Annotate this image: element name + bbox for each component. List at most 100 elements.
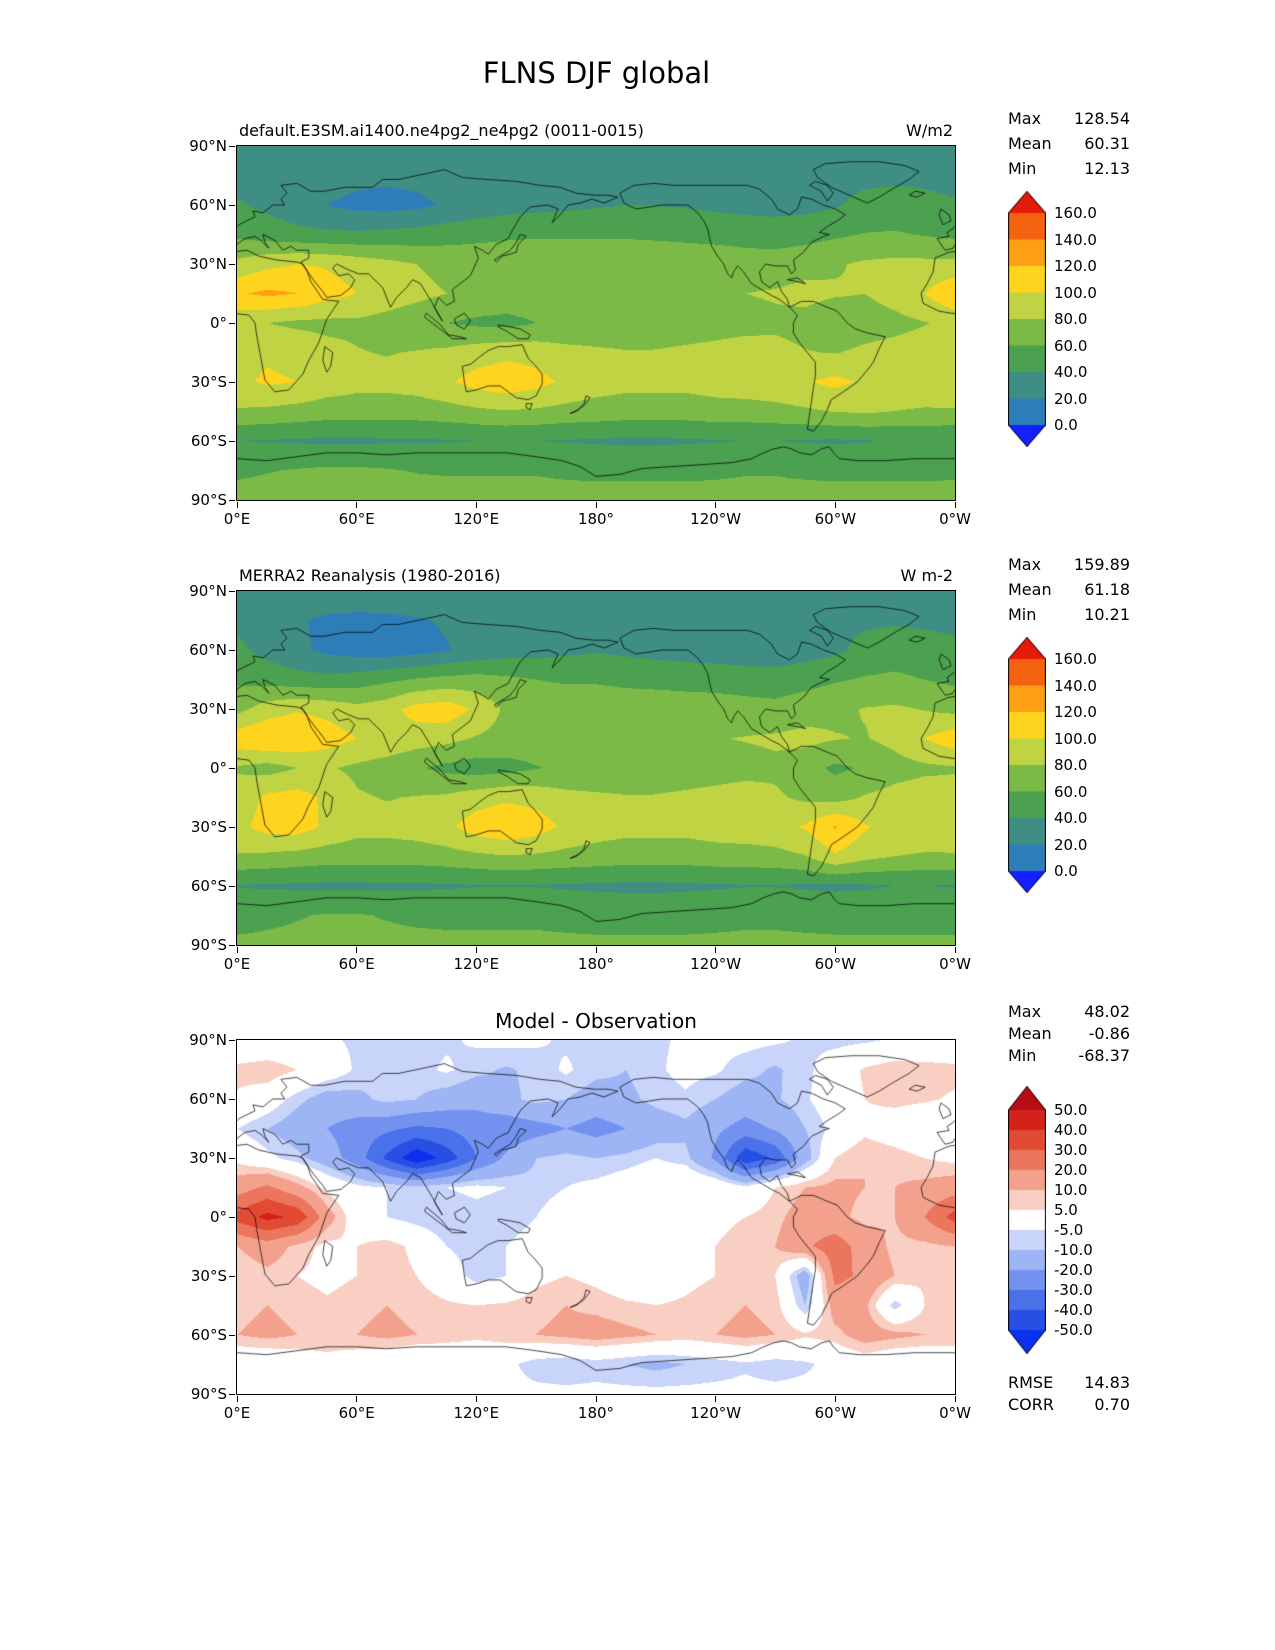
stat-label-max: Max bbox=[1008, 555, 1042, 574]
colorbar-canvas bbox=[1008, 637, 1046, 893]
y-tick-label: 90°S bbox=[190, 1385, 227, 1403]
x-tick-mark bbox=[595, 1396, 597, 1402]
panel-title-obs: MERRA2 Reanalysis (1980-2016) bbox=[239, 566, 501, 585]
y-tick-mark bbox=[229, 263, 235, 265]
y-tick-mark bbox=[229, 767, 235, 769]
y-tick-label: 90°N bbox=[189, 137, 227, 155]
x-tick-label: 180° bbox=[577, 1404, 615, 1422]
x-tick-mark bbox=[834, 947, 836, 953]
stat-value-min: 10.21 bbox=[1084, 605, 1130, 624]
colorbar-tick-label: 10.0 bbox=[1054, 1181, 1088, 1199]
y-tick-label: 60°N bbox=[189, 196, 227, 214]
stat-value-max: 48.02 bbox=[1084, 1002, 1130, 1021]
y-tick-label: 90°N bbox=[189, 1031, 227, 1049]
x-tick-label: 0°E bbox=[223, 955, 251, 973]
stat-value-rmse: 14.83 bbox=[1084, 1373, 1130, 1392]
colorbar-tick-label: 50.0 bbox=[1054, 1101, 1088, 1119]
colorbar-tick-label: 160.0 bbox=[1054, 204, 1097, 222]
x-tick-mark bbox=[715, 947, 717, 953]
y-tick-label: 30°N bbox=[189, 1149, 227, 1167]
stat-value-min: 12.13 bbox=[1084, 159, 1130, 178]
colorbar-tick-label: 80.0 bbox=[1054, 310, 1088, 328]
stat-value-min: -68.37 bbox=[1078, 1046, 1130, 1065]
colorbar-tick-label: 120.0 bbox=[1054, 703, 1097, 721]
stats-block-obs: Max 159.89 Mean 61.18 Min 10.21 bbox=[1008, 552, 1130, 627]
y-tick-mark bbox=[229, 1334, 235, 1336]
map-frame-model bbox=[236, 145, 956, 501]
x-tick-label: 60°E bbox=[338, 510, 375, 528]
colorbar-canvas bbox=[1008, 191, 1046, 447]
x-tick-mark bbox=[475, 502, 477, 508]
stat-label-mean: Mean bbox=[1008, 134, 1052, 153]
y-tick-label: 30°S bbox=[190, 373, 227, 391]
colorbar-tick-label: -30.0 bbox=[1054, 1281, 1093, 1299]
y-tick-mark bbox=[229, 1039, 235, 1041]
x-tick-mark bbox=[954, 1396, 956, 1402]
x-tick-mark bbox=[715, 502, 717, 508]
x-tick-label: 120°E bbox=[453, 510, 500, 528]
y-tick-mark bbox=[229, 1216, 235, 1218]
colorbar-tick-label: 20.0 bbox=[1054, 835, 1088, 854]
y-tick-mark bbox=[229, 322, 235, 324]
colorbar-tick-label: 60.0 bbox=[1054, 336, 1088, 355]
x-tick-label: 180° bbox=[577, 510, 615, 528]
y-tick-label: 30°S bbox=[190, 818, 227, 836]
colorbar-tick-label: 140.0 bbox=[1054, 230, 1097, 249]
colorbar-tick-label: 100.0 bbox=[1054, 729, 1097, 748]
x-tick-label: 120°W bbox=[690, 1404, 742, 1422]
y-tick-mark bbox=[229, 590, 235, 592]
stat-value-max: 128.54 bbox=[1074, 109, 1130, 128]
x-tick-label: 0°W bbox=[939, 955, 971, 973]
y-tick-label: 0° bbox=[209, 759, 227, 777]
colorbar-tick-label: 40.0 bbox=[1054, 363, 1088, 381]
stat-label-mean: Mean bbox=[1008, 580, 1052, 599]
y-tick-mark bbox=[229, 944, 235, 946]
colorbar-tick-label: 120.0 bbox=[1054, 257, 1097, 275]
stat-label-mean: Mean bbox=[1008, 1024, 1052, 1043]
y-tick-mark bbox=[229, 1275, 235, 1277]
panel-units-obs: W m-2 bbox=[900, 566, 953, 585]
y-tick-label: 60°S bbox=[190, 1326, 227, 1344]
x-tick-mark bbox=[356, 502, 358, 508]
y-tick-label: 60°N bbox=[189, 641, 227, 659]
colorbar-tick-label: -40.0 bbox=[1054, 1301, 1093, 1319]
rmse-corr-block: RMSE 14.83 CORR 0.70 bbox=[1008, 1372, 1130, 1416]
stat-label-min: Min bbox=[1008, 159, 1037, 178]
x-tick-label: 0°E bbox=[223, 510, 251, 528]
colorbar-tick-label: 160.0 bbox=[1054, 650, 1097, 668]
x-tick-label: 60°W bbox=[814, 510, 857, 528]
colorbar-tick-label: 40.0 bbox=[1054, 809, 1088, 827]
colorbar-tick-label: -50.0 bbox=[1054, 1321, 1093, 1339]
y-tick-label: 60°S bbox=[190, 432, 227, 450]
y-tick-mark bbox=[229, 826, 235, 828]
colorbar-obs: 160.0 140.0 120.0 100.0 80.0 60.0 40.0 20.0 0.0 bbox=[1008, 637, 1128, 893]
x-tick-mark bbox=[356, 947, 358, 953]
colorbar-tick-label: 20.0 bbox=[1054, 389, 1088, 408]
y-tick-label: 30°N bbox=[189, 255, 227, 273]
x-tick-mark bbox=[236, 1396, 238, 1402]
colorbar-canvas bbox=[1008, 1086, 1046, 1354]
x-tick-label: 60°W bbox=[814, 1404, 857, 1422]
y-tick-mark bbox=[229, 381, 235, 383]
colorbar-tick-label: 20.0 bbox=[1054, 1161, 1088, 1179]
y-tick-label: 0° bbox=[209, 314, 227, 332]
y-tick-mark bbox=[229, 708, 235, 710]
stat-label-min: Min bbox=[1008, 605, 1037, 624]
map-canvas-model bbox=[237, 146, 955, 500]
y-tick-label: 30°N bbox=[189, 700, 227, 718]
y-tick-mark bbox=[229, 145, 235, 147]
x-tick-mark bbox=[595, 947, 597, 953]
y-tick-mark bbox=[229, 1098, 235, 1100]
colorbar-tick-label: -5.0 bbox=[1054, 1221, 1084, 1239]
colorbar-tick-label: 60.0 bbox=[1054, 782, 1088, 801]
x-tick-mark bbox=[834, 502, 836, 508]
figure-title: FLNS DJF global bbox=[482, 56, 711, 90]
x-tick-label: 180° bbox=[577, 955, 615, 973]
y-tick-label: 60°N bbox=[189, 1090, 227, 1108]
x-tick-mark bbox=[834, 1396, 836, 1402]
y-tick-label: 90°S bbox=[190, 491, 227, 509]
x-tick-label: 120°E bbox=[453, 1404, 500, 1422]
colorbar-tick-label: 40.0 bbox=[1054, 1121, 1088, 1139]
stat-label-max: Max bbox=[1008, 109, 1042, 128]
